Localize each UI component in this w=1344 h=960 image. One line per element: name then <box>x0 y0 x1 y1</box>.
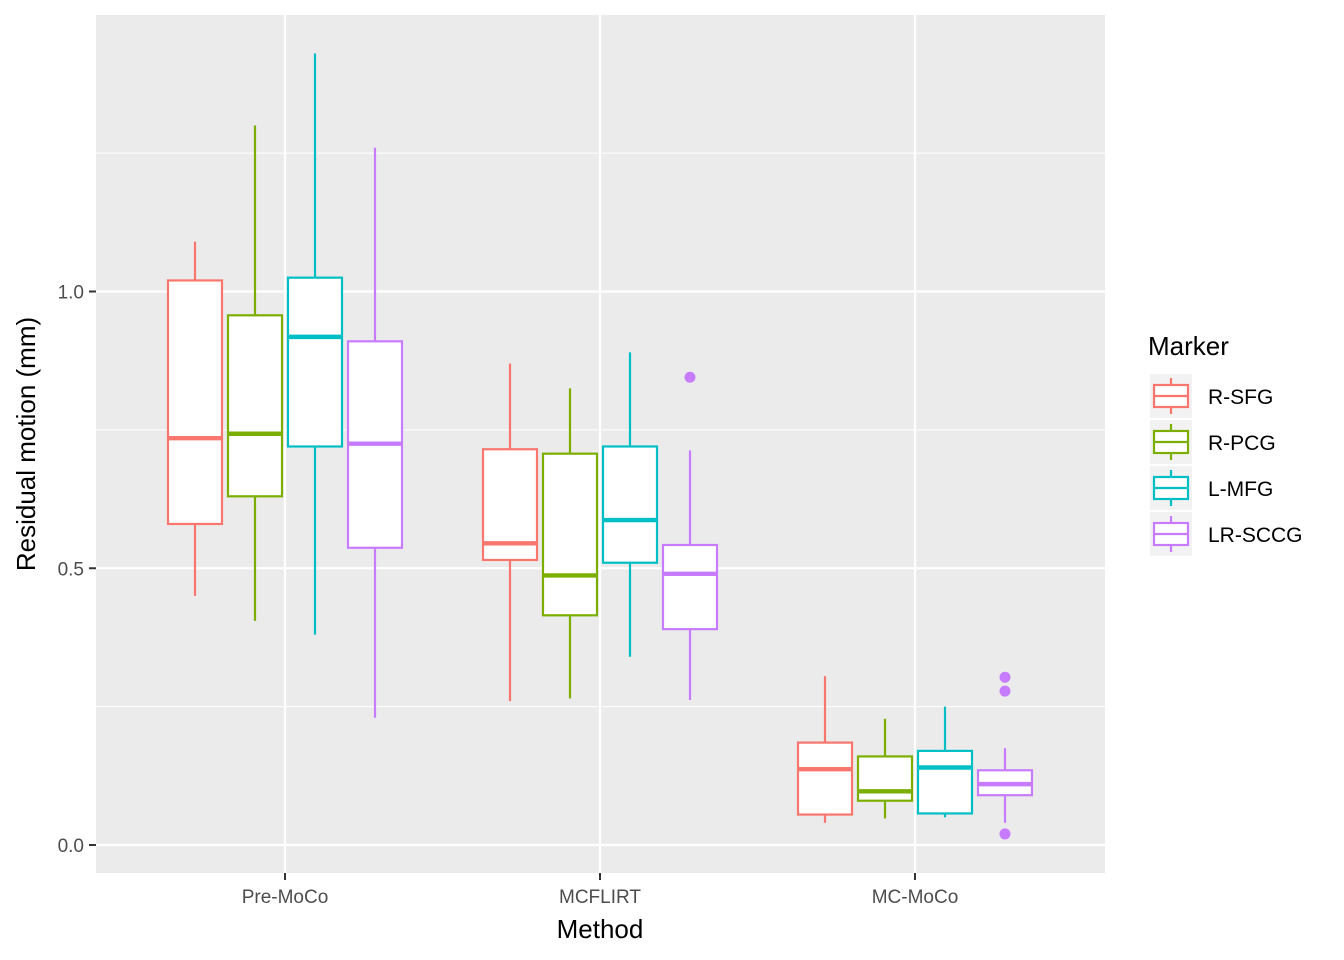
legend-label: R-SFG <box>1208 386 1273 409</box>
box-iqr <box>166 279 224 526</box>
box-iqr <box>856 755 914 802</box>
y-tick-label: 1.0 <box>58 283 84 304</box>
box-iqr <box>286 276 344 448</box>
legend-label: R-PCG <box>1208 432 1276 455</box>
box-r-pcg-0 <box>226 125 284 621</box>
box-iqr <box>601 445 659 564</box>
box-iqr <box>661 543 719 631</box>
box-l-mfg-2 <box>916 706 974 818</box>
outlier-point <box>999 671 1011 683</box>
box-l-mfg-0 <box>286 53 344 635</box>
y-tick-label: 0.5 <box>58 559 84 580</box>
outlier-point <box>999 685 1011 697</box>
box-r-pcg-2 <box>856 718 914 819</box>
box-iqr <box>226 314 284 498</box>
x-tick-label: MC-MoCo <box>872 887 959 908</box>
grid-major <box>96 15 1105 873</box>
box-r-sfg-1 <box>481 363 539 702</box>
legend-item-r-pcg: R-PCG <box>1150 420 1276 464</box>
outlier-point <box>999 828 1011 840</box>
x-axis: Pre-MoCo MCFLIRT MC-MoCo <box>242 873 959 908</box>
box-iqr <box>541 452 599 617</box>
box-r-sfg-0 <box>166 241 224 596</box>
box-lr-sccg-1 <box>661 371 719 700</box>
box-iqr <box>796 741 854 816</box>
box-lr-sccg-0 <box>346 147 404 718</box>
y-axis-title: Residual motion (mm) <box>11 317 41 571</box>
y-axis: 0.0 0.5 1.0 <box>58 283 96 857</box>
boxes-layer <box>166 53 1034 840</box>
box-r-sfg-2 <box>796 676 854 823</box>
legend: Marker R-SFG R-PCG L-MFG LR-SCCG <box>1148 331 1303 556</box>
outlier-point <box>684 371 696 383</box>
x-axis-title: Method <box>557 914 644 944</box>
legend-item-lr-sccg: LR-SCCG <box>1150 512 1303 556</box>
box-r-pcg-1 <box>541 388 599 699</box>
legend-item-l-mfg: L-MFG <box>1150 466 1273 510</box>
legend-title: Marker <box>1148 331 1229 361</box>
box-iqr <box>916 749 974 815</box>
y-tick-label: 0.0 <box>58 836 84 857</box>
box-lr-sccg-2 <box>976 671 1034 840</box>
x-tick-label: Pre-MoCo <box>242 887 329 908</box>
legend-item-r-sfg: R-SFG <box>1150 374 1273 418</box>
legend-label: LR-SCCG <box>1208 524 1303 547</box>
box-l-mfg-1 <box>601 352 659 657</box>
legend-label: L-MFG <box>1208 478 1273 501</box>
x-tick-label: MCFLIRT <box>559 887 641 908</box>
